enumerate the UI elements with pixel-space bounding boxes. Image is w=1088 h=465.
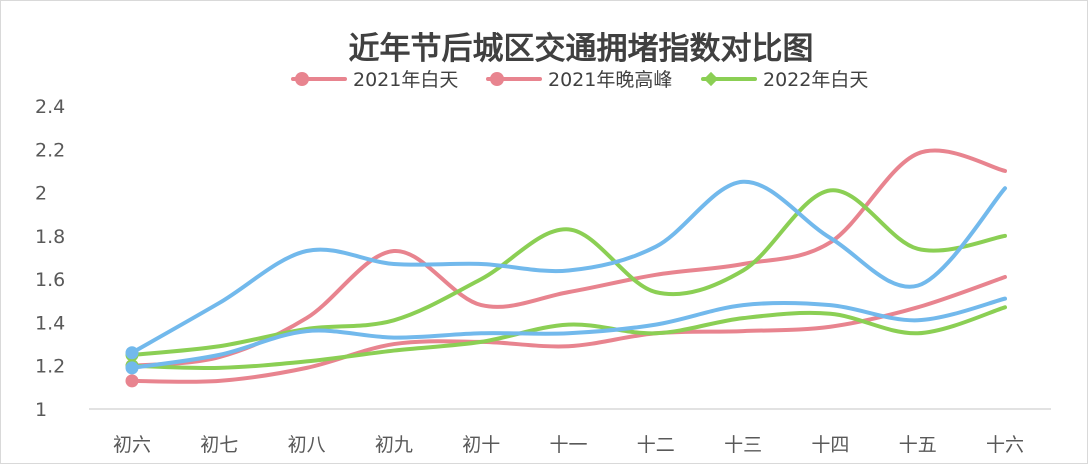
- legend-label-2021-day: 2021年白天: [353, 69, 458, 91]
- y-tick-label: 2: [35, 183, 47, 205]
- series-line-0: [130, 274, 1007, 384]
- y-tick-label: 1: [35, 399, 47, 421]
- y-tick-label: 2.4: [35, 96, 65, 118]
- legend-item-2021-evening: 2021年晚高峰: [486, 69, 672, 91]
- series-line-3: [130, 305, 1007, 371]
- legend-marker-2021-evening: [490, 72, 504, 86]
- series-start-point-0: [125, 374, 139, 388]
- legend-item-2022-day: 2022年白天: [701, 69, 868, 91]
- legend-item-2021-day: 2021年白天: [291, 69, 458, 91]
- y-axis-ticks: 1 1.2 1.4 1.6 1.8 2 2.2 2.4: [35, 96, 65, 421]
- series-lines: [125, 148, 1007, 388]
- y-tick-label: 1.4: [35, 312, 65, 334]
- x-axis-ticks: 初六 初七 初八 初九 初十 十一 十二 十三 十四 十五 十六: [113, 434, 1024, 456]
- y-tick-label: 2.2: [35, 139, 65, 161]
- series-start-point-4: [125, 346, 139, 360]
- series-start-point-5: [125, 361, 139, 375]
- x-tick-label: 初九: [375, 434, 413, 456]
- legend-label-2021-evening: 2021年晚高峰: [548, 69, 672, 91]
- y-tick-label: 1.8: [35, 226, 65, 248]
- series-line-2: [130, 188, 1007, 357]
- legend-marker-2022-day: [703, 71, 719, 87]
- y-tick-label: 1.2: [35, 356, 65, 378]
- legend: 2021年白天 2021年晚高峰 2022年白天: [291, 69, 868, 91]
- series-line-4: [130, 179, 1007, 355]
- chart-title: 近年节后城区交通拥堵指数对比图: [349, 31, 814, 67]
- x-tick-label: 十五: [899, 434, 937, 456]
- x-tick-label: 初六: [113, 434, 151, 456]
- x-tick-label: 初八: [288, 434, 326, 456]
- series-line-5: [130, 296, 1007, 370]
- series-line-1: [130, 148, 1007, 368]
- y-tick-label: 1.6: [35, 269, 65, 291]
- legend-marker-2021-day: [295, 72, 309, 86]
- x-tick-label: 十四: [811, 434, 849, 456]
- x-tick-label: 十二: [637, 434, 675, 456]
- x-tick-label: 十三: [724, 434, 762, 456]
- x-tick-label: 十一: [549, 434, 587, 456]
- x-tick-label: 初十: [462, 434, 500, 456]
- x-tick-label: 十六: [986, 434, 1024, 456]
- x-tick-label: 初七: [200, 434, 238, 456]
- legend-label-2022-day: 2022年白天: [763, 69, 868, 91]
